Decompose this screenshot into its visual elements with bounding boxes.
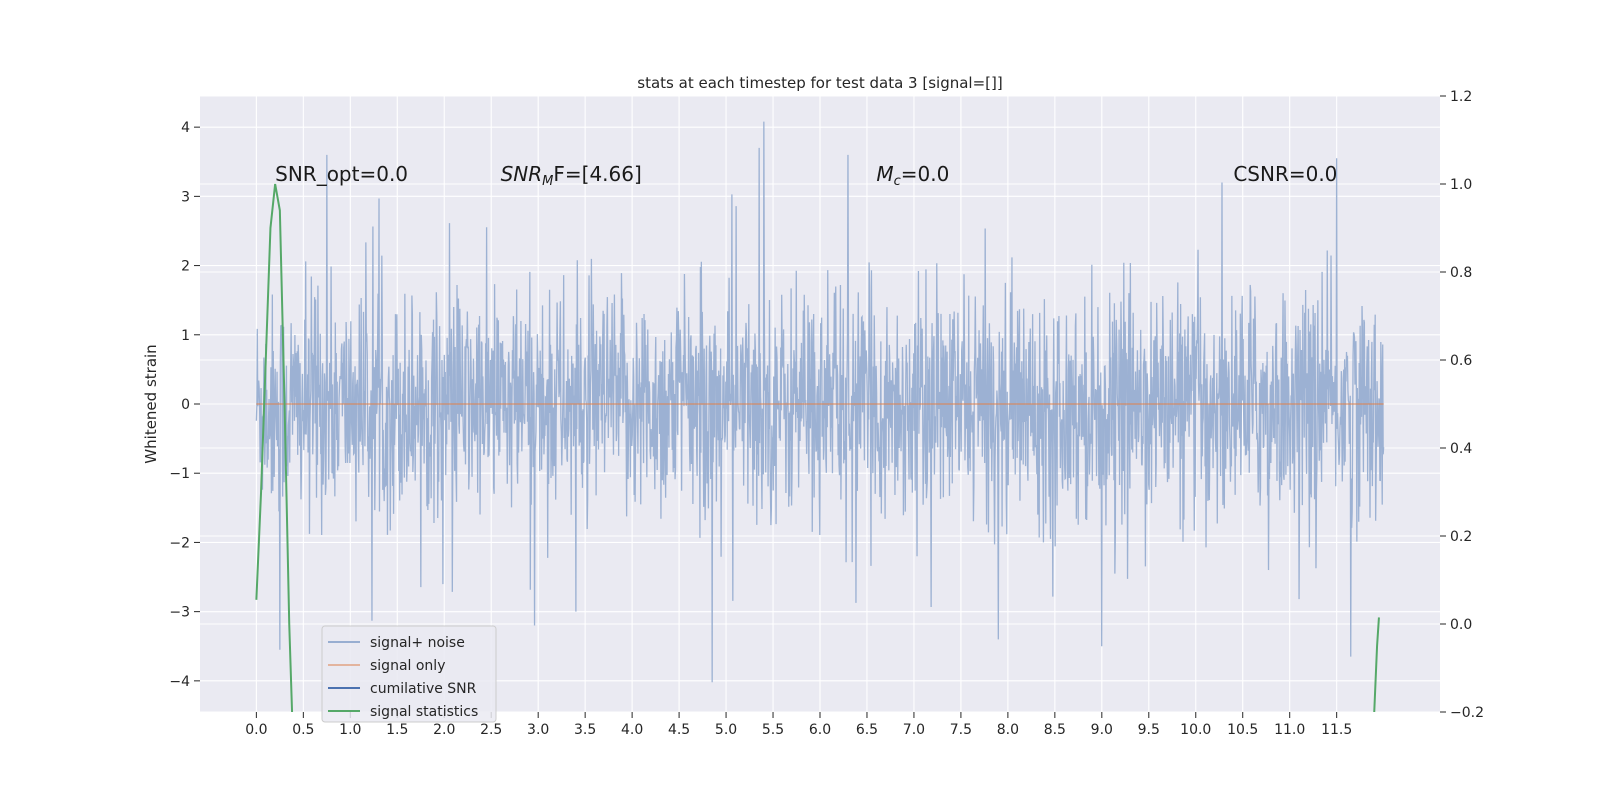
x-tick-label: 7.5 bbox=[950, 722, 972, 738]
annotation-csnr: CSNR=0.0 bbox=[1233, 162, 1337, 186]
legend-label: signal statistics bbox=[370, 704, 478, 720]
x-tick-label: 8.0 bbox=[997, 722, 1019, 738]
y2-tick-label: 0.4 bbox=[1450, 441, 1472, 457]
x-tick-label: 4.0 bbox=[621, 722, 643, 738]
x-tick-label: 0.5 bbox=[292, 722, 314, 738]
x-tick-label: 10.0 bbox=[1180, 722, 1211, 738]
x-tick-label: 9.0 bbox=[1091, 722, 1113, 738]
y-tick-label: 3 bbox=[181, 189, 190, 205]
y2-tick-label: 0.6 bbox=[1450, 353, 1472, 369]
annotation-mc: Mc=0.0 bbox=[876, 162, 949, 189]
x-tick-label: 11.5 bbox=[1321, 722, 1352, 738]
x-tick-label: 6.5 bbox=[856, 722, 878, 738]
y-axis-label: Whitened strain bbox=[142, 344, 160, 463]
x-tick-label: 3.0 bbox=[527, 722, 549, 738]
y-axis: 4 3 2 1 0 −1 −2 −3 −4 bbox=[169, 120, 200, 690]
noise-line bbox=[255, 121, 1385, 683]
y2-tick-label: 0.8 bbox=[1450, 265, 1472, 281]
y-tick-label: −3 bbox=[169, 605, 190, 621]
annotation-snr-mf: SNRMF=[4.66] bbox=[501, 162, 642, 189]
y-tick-label: −2 bbox=[169, 535, 190, 551]
legend-box bbox=[321, 625, 497, 723]
x-tick-label: 7.0 bbox=[903, 722, 925, 738]
stats-line-1 bbox=[255, 183, 294, 713]
x-tick-label: 0.0 bbox=[245, 722, 267, 738]
x-tick-label: 6.0 bbox=[809, 722, 831, 738]
x-tick-label: 3.5 bbox=[574, 722, 596, 738]
x-tick-label: 9.5 bbox=[1138, 722, 1160, 738]
legend-label: signal only bbox=[370, 658, 445, 674]
y-tick-label: −1 bbox=[169, 466, 190, 482]
x-tick-label: 5.0 bbox=[715, 722, 737, 738]
y2-axis: 1.2 1.0 0.8 0.6 0.4 0.2 0.0 −0.2 bbox=[1440, 89, 1484, 721]
y-tick-label: 0 bbox=[181, 397, 190, 413]
legend-label: signal+ noise bbox=[370, 635, 465, 651]
legend-label: cumilative SNR bbox=[370, 681, 477, 697]
x-tick-label: 2.5 bbox=[480, 722, 502, 738]
annotations: SNR_opt=0.0 SNRMF=[4.66] Mc=0.0 CSNR=0.0 bbox=[275, 162, 1337, 189]
annotation-snr-opt: SNR_opt=0.0 bbox=[275, 162, 408, 186]
y2-tick-label: 1.0 bbox=[1450, 177, 1472, 193]
x-tick-label: 11.0 bbox=[1274, 722, 1305, 738]
x-tick-label: 2.0 bbox=[433, 722, 455, 738]
x-axis: 0.0 0.5 1.0 1.5 2.0 2.5 3.0 3.5 4.0 4.5 5.0 5.5 6.0 6… bbox=[245, 712, 1352, 738]
x-tick-label: 1.5 bbox=[386, 722, 408, 738]
chart-title: stats at each timestep for test data 3 [… bbox=[637, 74, 1002, 92]
y-tick-label: 4 bbox=[181, 120, 190, 136]
y-tick-label: −4 bbox=[169, 674, 190, 690]
y2-tick-label: 1.2 bbox=[1450, 89, 1472, 105]
stats-line-2 bbox=[1373, 617, 1380, 713]
stats-series bbox=[255, 183, 1380, 713]
noise-series bbox=[255, 121, 1385, 683]
y2-tick-label: 0.0 bbox=[1450, 617, 1472, 633]
y-tick-label: 1 bbox=[181, 328, 190, 344]
legend: signal+ noise signal only cumilative SNR si… bbox=[321, 625, 497, 723]
y-tick-label: 2 bbox=[181, 259, 190, 275]
x-tick-label: 4.5 bbox=[668, 722, 690, 738]
x-tick-label: 10.5 bbox=[1227, 722, 1258, 738]
x-tick-label: 1.0 bbox=[339, 722, 361, 738]
x-tick-label: 5.5 bbox=[762, 722, 784, 738]
y2-tick-label: 0.2 bbox=[1450, 529, 1472, 545]
x-tick-label: 8.5 bbox=[1044, 722, 1066, 738]
y2-tick-label: −0.2 bbox=[1450, 705, 1484, 721]
